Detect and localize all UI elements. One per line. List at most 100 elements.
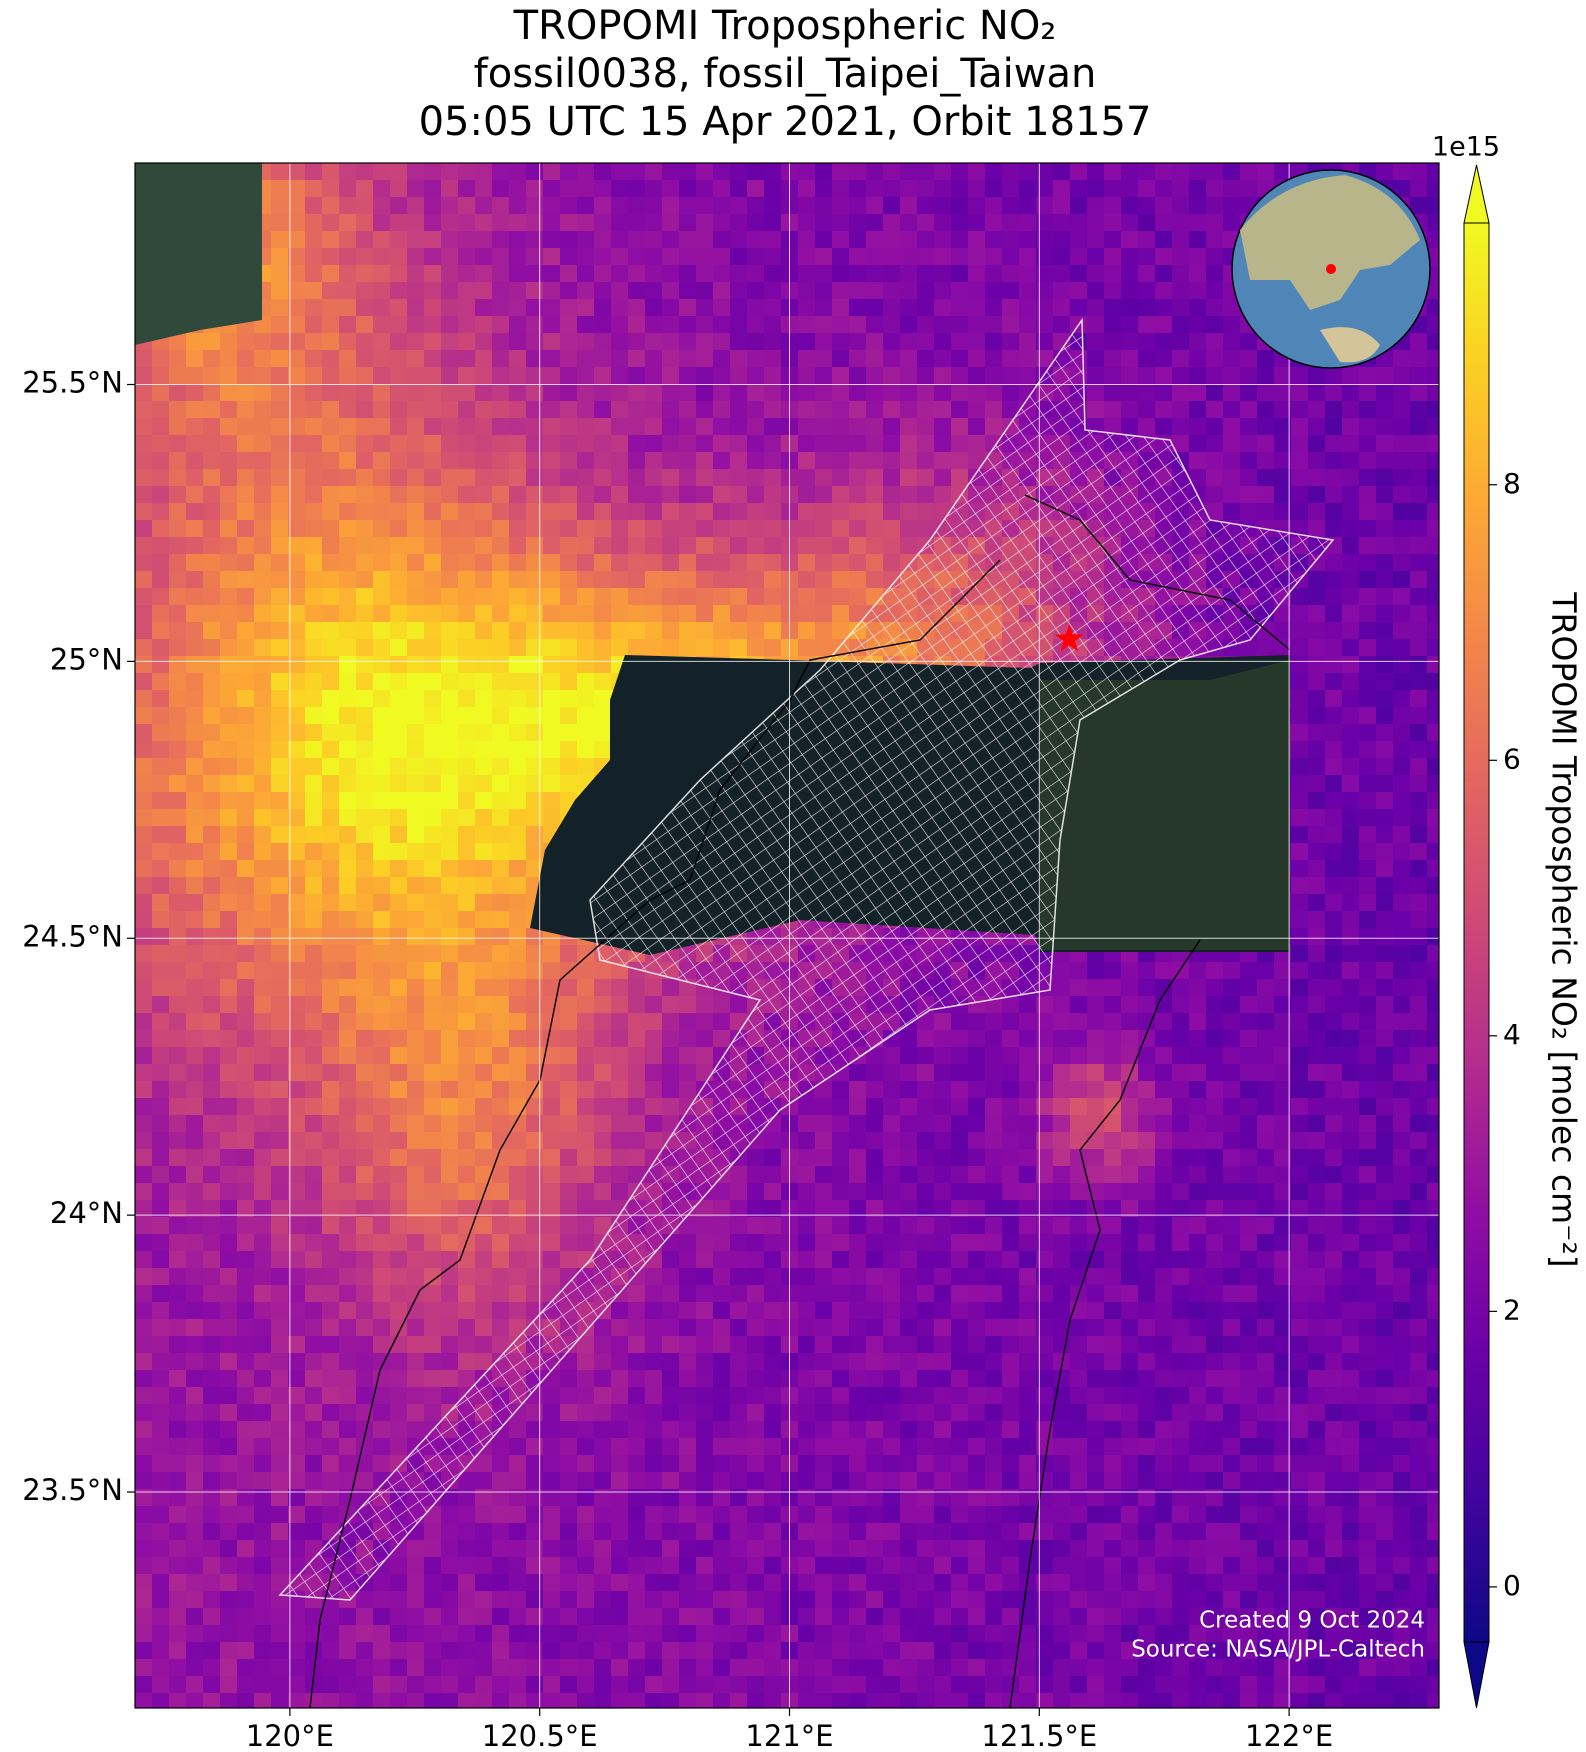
raster-cell (577, 401, 595, 419)
raster-cell (424, 231, 442, 249)
raster-cell (1427, 792, 1439, 810)
raster-cell (747, 1217, 765, 1235)
raster-cell (169, 979, 187, 997)
raster-cell (543, 758, 561, 776)
raster-cell (339, 571, 357, 589)
raster-cell (1223, 1166, 1241, 1184)
raster-cell (1240, 1132, 1258, 1150)
raster-cell (254, 707, 272, 725)
raster-cell (254, 401, 272, 419)
raster-cell (254, 1200, 272, 1218)
raster-cell (424, 656, 442, 674)
raster-cell (1359, 1132, 1377, 1150)
raster-cell (917, 1013, 935, 1031)
raster-cell (849, 503, 867, 521)
raster-cell (492, 656, 510, 674)
raster-cell (1359, 894, 1377, 912)
raster-cell (883, 197, 901, 215)
raster-cell (1359, 520, 1377, 538)
raster-cell (390, 367, 408, 385)
raster-cell (441, 911, 459, 929)
raster-cell (356, 673, 374, 691)
raster-cell (798, 622, 816, 640)
raster-cell (1359, 911, 1377, 929)
raster-cell (186, 571, 204, 589)
raster-cell (594, 265, 612, 283)
raster-cell (849, 197, 867, 215)
raster-cell (339, 1149, 357, 1167)
raster-cell (1410, 180, 1428, 198)
raster-cell (509, 690, 527, 708)
raster-cell (254, 469, 272, 487)
raster-cell (458, 384, 476, 402)
raster-cell (441, 265, 459, 283)
raster-cell (373, 588, 391, 606)
raster-cell (203, 775, 221, 793)
raster-cell (373, 384, 391, 402)
raster-cell (152, 486, 170, 504)
raster-cell (594, 741, 612, 759)
raster-cell (1274, 401, 1292, 419)
raster-cell (917, 163, 935, 181)
raster-cell (1427, 1064, 1439, 1082)
raster-cell (441, 1200, 459, 1218)
raster-cell (169, 928, 187, 946)
raster-cell (441, 707, 459, 725)
raster-cell (1427, 299, 1439, 317)
raster-cell (900, 299, 918, 317)
raster-cell (441, 214, 459, 232)
raster-cell (441, 1098, 459, 1116)
raster-cell (356, 520, 374, 538)
raster-cell (849, 282, 867, 300)
raster-cell (985, 1217, 1003, 1235)
raster-cell (543, 1098, 561, 1116)
raster-cell (1138, 996, 1156, 1014)
raster-cell (798, 1166, 816, 1184)
raster-cell (832, 350, 850, 368)
raster-cell (1172, 979, 1190, 997)
raster-cell (135, 1047, 153, 1065)
raster-cell (1138, 1132, 1156, 1150)
raster-cell (441, 656, 459, 674)
raster-cell (560, 1217, 578, 1235)
raster-cell (254, 418, 272, 436)
raster-cell (1291, 1200, 1309, 1218)
raster-cell (1308, 418, 1326, 436)
raster-cell (1002, 1217, 1020, 1235)
raster-cell (441, 197, 459, 215)
raster-cell (1206, 163, 1224, 181)
raster-cell (152, 605, 170, 623)
raster-cell (594, 1217, 612, 1235)
raster-cell (747, 214, 765, 232)
raster-cell (713, 639, 731, 657)
raster-cell (1257, 469, 1275, 487)
raster-cell (1206, 435, 1224, 453)
raster-cell (475, 350, 493, 368)
raster-cell (1002, 333, 1020, 351)
raster-cell (186, 1149, 204, 1167)
raster-cell (1376, 639, 1394, 657)
raster-cell (1325, 1149, 1343, 1167)
raster-cell (696, 1047, 714, 1065)
raster-cell (1376, 758, 1394, 776)
raster-cell (492, 945, 510, 963)
raster-cell (1223, 1047, 1241, 1065)
raster-cell (985, 1115, 1003, 1133)
raster-cell (135, 469, 153, 487)
raster-cell (1427, 996, 1439, 1014)
raster-cell (509, 639, 527, 657)
raster-cell (849, 571, 867, 589)
raster-cell (1410, 588, 1428, 606)
raster-cell (169, 945, 187, 963)
raster-cell (696, 996, 714, 1014)
raster-cell (611, 537, 629, 555)
raster-cell (1376, 384, 1394, 402)
raster-cell (713, 1234, 731, 1252)
raster-cell (373, 707, 391, 725)
raster-cell (390, 265, 408, 283)
raster-cell (1393, 979, 1411, 997)
raster-cell (1427, 911, 1439, 929)
raster-cell (220, 962, 238, 980)
raster-cell (322, 843, 340, 861)
raster-cell (220, 520, 238, 538)
